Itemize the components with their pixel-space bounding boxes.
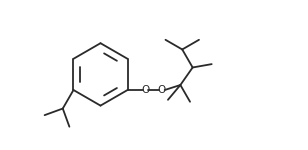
Text: O: O bbox=[141, 85, 149, 95]
Text: O: O bbox=[158, 85, 166, 95]
